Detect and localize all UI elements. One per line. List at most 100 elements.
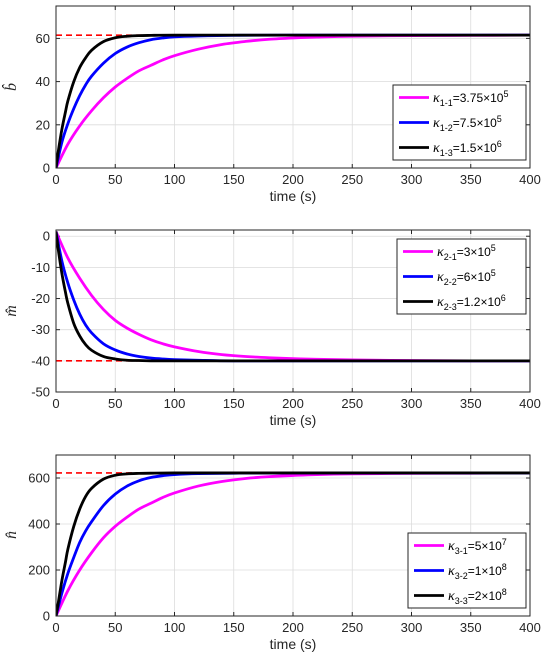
legend-entry: κ3-2=1×108 xyxy=(448,562,507,581)
x-axis-label: time (s) xyxy=(270,412,317,428)
y-tick-label: 0 xyxy=(43,229,50,244)
x-tick-label: 100 xyxy=(164,172,186,187)
y-tick-label: -30 xyxy=(31,322,50,337)
x-tick-label: 350 xyxy=(460,172,482,187)
y-tick-label: -10 xyxy=(31,260,50,275)
legend-name-base: κ xyxy=(448,539,455,554)
y-tick-label: 40 xyxy=(36,74,50,89)
legend-name-sup: 5 xyxy=(491,243,496,253)
x-tick-label: 400 xyxy=(519,172,541,187)
legend-name-tail: =3.75×10 xyxy=(453,91,504,105)
axes-box xyxy=(55,454,531,617)
legend-name-base: κ xyxy=(437,245,444,260)
legend-name-base: κ xyxy=(448,589,455,604)
y-tick-label: 200 xyxy=(28,563,50,578)
panel-2: 0 50 100 150 200 250 300 350 400 -50 -40 -30 -20 -10 0… xyxy=(3,229,541,428)
legend-name-base: κ xyxy=(437,270,444,285)
x-axis-label: time (s) xyxy=(270,636,317,652)
legend-name-tail: =1.5×10 xyxy=(453,141,497,155)
legend-name-base: κ xyxy=(437,295,444,310)
x-tick-label: 50 xyxy=(108,620,122,635)
x-tick-label: 350 xyxy=(460,620,482,635)
series-line-3-3 xyxy=(56,471,530,616)
x-tick-label: 50 xyxy=(108,172,122,187)
y-tick-label: 400 xyxy=(28,517,50,532)
x-tick-label: 100 xyxy=(164,396,186,411)
panel-3: 0 50 100 150 200 250 300 350 400 0 200 400 600 time (… xyxy=(3,454,541,652)
legend-name-base: κ xyxy=(433,141,440,156)
legend-entry: κ2-2=6×105 xyxy=(437,268,496,287)
legend-entry: κ1-1=3.75×105 xyxy=(433,89,508,108)
legend-name-tail: =2×10 xyxy=(468,589,502,603)
legend-name-sub: 1-3 xyxy=(440,148,453,158)
legend-name-sup: 5 xyxy=(503,89,508,99)
y-tick-label: 0 xyxy=(43,609,50,624)
legend-entry: κ2-1=3×105 xyxy=(437,243,496,262)
legend-name-sub: 2-3 xyxy=(444,302,457,312)
y-tick-label: -50 xyxy=(31,385,50,400)
legend-name-sub: 3-2 xyxy=(455,571,468,581)
y-axis-label: n̂ xyxy=(3,531,20,539)
legend-name-tail: =7.5×10 xyxy=(453,116,497,130)
legend-name-sub: 1-1 xyxy=(440,98,453,108)
legend-name-base: κ xyxy=(448,564,455,579)
panel-1: 0 50 100 150 200 250 300 350 400 0 20 40 60 time (s) b… xyxy=(1,5,541,204)
legend-name-base: κ xyxy=(433,91,440,106)
x-tick-label: 250 xyxy=(341,172,363,187)
y-tick-label: 60 xyxy=(36,31,50,46)
legend-name-sup: 5 xyxy=(491,268,496,278)
legend-name-sup: 5 xyxy=(497,114,502,124)
x-tick-label: 300 xyxy=(401,172,423,187)
legend-entry: κ1-3=1.5×106 xyxy=(433,139,502,158)
x-tick-label: 0 xyxy=(52,620,59,635)
x-tick-label: 250 xyxy=(341,620,363,635)
x-tick-label: 350 xyxy=(460,396,482,411)
x-tick-label: 150 xyxy=(223,620,245,635)
legend-name-sup: 7 xyxy=(502,537,507,547)
legend-name-sub: 3-3 xyxy=(455,596,468,606)
x-tick-label: 200 xyxy=(282,172,304,187)
x-tick-label: 400 xyxy=(519,396,541,411)
y-tick-label: -20 xyxy=(31,291,50,306)
x-tick-label: 150 xyxy=(223,396,245,411)
x-axis-label: time (s) xyxy=(270,188,317,204)
series-line-2-3 xyxy=(56,231,530,363)
x-tick-label: 50 xyxy=(108,396,122,411)
legend-name-base: κ xyxy=(433,116,440,131)
legend-name-sub: 1-2 xyxy=(440,123,453,133)
x-tick-label: 0 xyxy=(52,396,59,411)
legend-entry: κ1-2=7.5×105 xyxy=(433,114,502,133)
x-tick-label: 250 xyxy=(341,396,363,411)
legend-name-tail: =1.2×10 xyxy=(457,295,501,309)
axes-box xyxy=(55,5,531,169)
legend-name-sup: 6 xyxy=(497,139,502,149)
x-tick-label: 100 xyxy=(164,620,186,635)
legend-entry: κ2-3=1.2×106 xyxy=(437,293,506,312)
y-tick-label: 0 xyxy=(43,161,50,176)
x-tick-label: 300 xyxy=(401,396,423,411)
y-tick-label: 600 xyxy=(28,471,50,486)
axes-box xyxy=(55,229,531,393)
x-tick-label: 0 xyxy=(52,172,59,187)
x-tick-label: 150 xyxy=(223,172,245,187)
y-axis-label: m̂ xyxy=(3,305,20,317)
legend-name-sub: 2-1 xyxy=(444,252,457,262)
legend-name-tail: =3×10 xyxy=(457,245,491,259)
y-tick-label: 20 xyxy=(36,117,50,132)
series-line-1-3 xyxy=(56,33,530,168)
legend-name-sub: 3-1 xyxy=(455,546,468,556)
x-tick-label: 200 xyxy=(282,620,304,635)
x-tick-label: 200 xyxy=(282,396,304,411)
legend-name-tail: =1×10 xyxy=(468,564,502,578)
y-tick-label: -40 xyxy=(31,353,50,368)
x-tick-label: 300 xyxy=(401,620,423,635)
y-axis-label: b̂ xyxy=(1,83,20,91)
x-tick-label: 400 xyxy=(519,620,541,635)
legend-entry: κ3-3=2×108 xyxy=(448,587,507,606)
legend-name-sup: 6 xyxy=(501,293,506,303)
legend-name-sup: 8 xyxy=(502,587,507,597)
